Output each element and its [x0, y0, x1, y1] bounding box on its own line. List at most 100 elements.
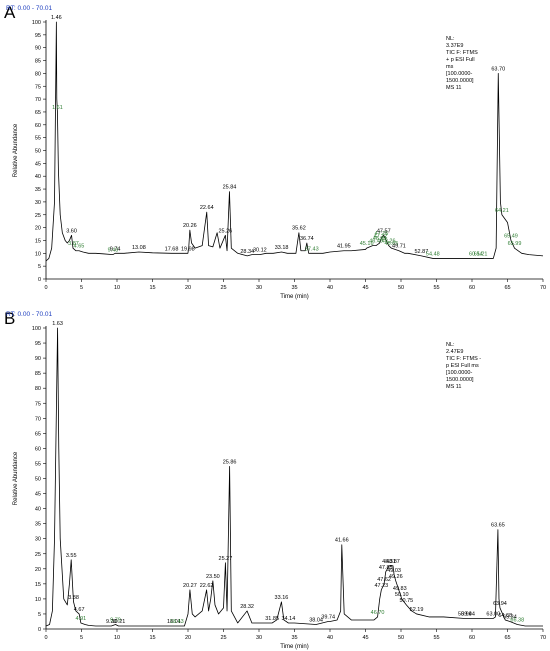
- peak-label: 65.99: [508, 241, 522, 247]
- peak-label: 46.70: [371, 610, 385, 616]
- rt-range-label: RT: 0.00 - 70.01: [6, 5, 53, 12]
- x-tick-label: 35: [291, 635, 297, 641]
- y-tick-label: 25: [35, 552, 41, 558]
- peak-label: 3.87: [68, 241, 79, 247]
- x-tick-label: 20: [185, 285, 191, 291]
- peak-label: 4.67: [74, 607, 85, 613]
- y-tick-label: 10: [35, 251, 41, 257]
- x-tick-label: 55: [433, 285, 439, 291]
- y-tick-label: 0: [38, 277, 41, 283]
- y-tick-label: 70: [35, 416, 41, 422]
- y-tick-label: 40: [35, 174, 41, 180]
- y-tick-label: 5: [38, 264, 41, 270]
- y-tick-label: 80: [35, 386, 41, 392]
- x-tick-label: 30: [256, 635, 262, 641]
- peak-label: 59.44: [461, 611, 475, 617]
- peak-label: 64.68: [498, 613, 512, 619]
- peak-label: 64.21: [495, 208, 509, 214]
- rt-range-label: RT: 0.00 - 70.01: [6, 311, 53, 318]
- y-tick-label: 10: [35, 597, 41, 603]
- peak-label: 63.94: [493, 601, 507, 607]
- info-line: 3.37E9: [446, 43, 463, 49]
- peak-label: 45.16: [360, 241, 374, 247]
- panel-letter: A: [4, 3, 16, 22]
- peak-label: 65.49: [504, 233, 518, 239]
- y-tick-label: 40: [35, 507, 41, 513]
- peak-label: 1.63: [52, 321, 63, 327]
- peak-label: 50.10: [395, 592, 409, 598]
- peak-label: 48.87: [386, 559, 400, 565]
- info-line: TIC F: FTMS -: [446, 356, 481, 362]
- peak-label: 9.74: [110, 246, 121, 252]
- y-tick-label: 5: [38, 612, 41, 618]
- x-tick-label: 45: [362, 635, 368, 641]
- peak-label: 34.14: [282, 616, 296, 622]
- x-tick-label: 45: [362, 285, 368, 291]
- peak-label: 47.57: [377, 228, 391, 234]
- y-tick-label: 45: [35, 492, 41, 498]
- y-tick-label: 25: [35, 213, 41, 219]
- y-tick-label: 55: [35, 461, 41, 467]
- peak-label: 63.00: [486, 611, 500, 617]
- peak-label: 65.34: [503, 614, 517, 620]
- peak-label: 60.54: [469, 251, 483, 257]
- peak-label: 54.48: [426, 251, 440, 257]
- y-tick-label: 50: [35, 149, 41, 155]
- info-line: NL:: [446, 36, 455, 42]
- y-tick-label: 100: [32, 326, 41, 332]
- y-tick-label: 30: [35, 200, 41, 206]
- x-axis-title: Time (min): [280, 294, 308, 300]
- panel-a: ART: 0.00 - 70.0105101520253035404550556…: [4, 3, 546, 300]
- series-line: [45, 327, 543, 627]
- peak-label: 18.01: [167, 619, 181, 625]
- peak-label: 47.12: [374, 233, 388, 239]
- peak-label: 3.55: [66, 553, 77, 559]
- x-tick-label: 15: [149, 285, 155, 291]
- peak-label: 47.23: [374, 583, 388, 589]
- y-tick-label: 60: [35, 123, 41, 129]
- x-tick-label: 20: [185, 635, 191, 641]
- info-line: ms: [446, 64, 454, 70]
- peak-label: 49.26: [389, 574, 403, 580]
- peak-label: 48.65: [385, 241, 399, 247]
- peak-label: 9.20: [106, 619, 117, 625]
- peak-label: 61.21: [474, 251, 488, 257]
- x-tick-label: 60: [469, 635, 475, 641]
- x-tick-label: 70: [540, 285, 546, 291]
- peak-label: 66.38: [510, 617, 524, 623]
- info-line: 1500.0000]: [446, 78, 474, 84]
- y-tick-label: 30: [35, 537, 41, 543]
- peak-label: 58.99: [458, 611, 472, 617]
- y-tick-label: 65: [35, 110, 41, 116]
- peak-label: 22.64: [200, 205, 214, 211]
- peak-label: 30.12: [253, 248, 267, 254]
- info-line: [100.0000-: [446, 370, 472, 376]
- y-tick-label: 95: [35, 341, 41, 347]
- y-tick-label: 35: [35, 522, 41, 528]
- peak-label: 38.04: [309, 617, 323, 623]
- peak-label: 4.91: [76, 616, 87, 622]
- peak-label: 47.85: [379, 565, 393, 571]
- y-tick-label: 55: [35, 136, 41, 142]
- peak-label: 3.88: [68, 595, 79, 601]
- x-tick-label: 50: [398, 285, 404, 291]
- peak-label: 63.70: [491, 66, 505, 72]
- info-line: p ESI Full ms: [446, 363, 479, 369]
- peak-label: 41.95: [337, 244, 351, 250]
- panel-b: BRT: 0.00 - 70.0105101520253035404550556…: [4, 309, 546, 650]
- peak-label: 49.71: [392, 244, 406, 250]
- x-tick-label: 15: [149, 635, 155, 641]
- x-tick-label: 55: [433, 635, 439, 641]
- x-tick-label: 50: [398, 635, 404, 641]
- y-tick-label: 95: [35, 33, 41, 39]
- peak-label: 33.16: [275, 595, 289, 601]
- peak-label: 41.66: [335, 538, 349, 544]
- peak-label: 47.25: [375, 231, 389, 237]
- info-line: NL:: [446, 342, 455, 348]
- peak-label: 37.43: [305, 246, 319, 252]
- x-tick-label: 40: [327, 285, 333, 291]
- peak-label: 25.27: [219, 556, 233, 562]
- x-tick-label: 65: [504, 635, 510, 641]
- x-tick-label: 60: [469, 285, 475, 291]
- peak-label: 46.99: [373, 236, 387, 242]
